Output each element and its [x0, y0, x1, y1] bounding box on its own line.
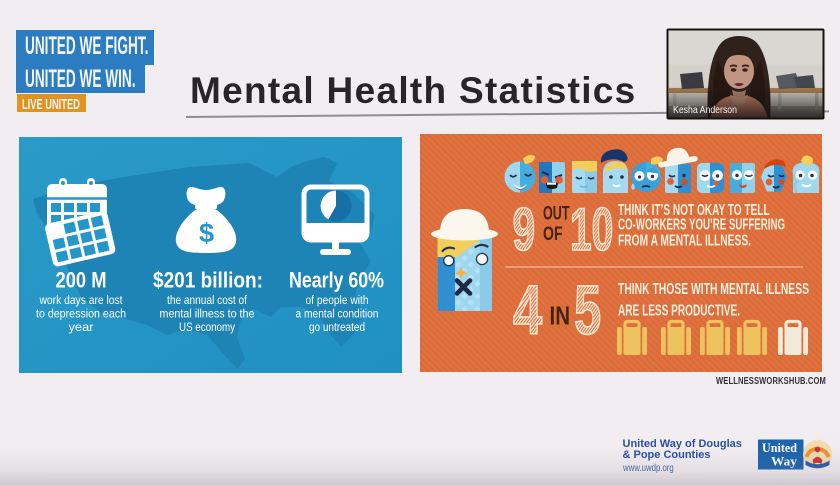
svg-text:10: 10	[570, 195, 613, 263]
svg-text:Way: Way	[771, 454, 797, 469]
svg-text:5: 5	[574, 270, 601, 349]
svg-text:mental illness to the: mental illness to the	[160, 307, 255, 321]
svg-text:OF: OF	[543, 224, 563, 245]
svg-text:CO-WORKERS YOU’RE SUFFERING: CO-WORKERS YOU’RE SUFFERING	[618, 217, 785, 234]
svg-text:FROM A MENTAL ILLNESS.: FROM A MENTAL ILLNESS.	[618, 233, 751, 250]
svg-text:United: United	[762, 440, 798, 455]
svg-text:Nearly 60%: Nearly 60%	[289, 268, 384, 293]
svg-text:year: year	[69, 320, 94, 334]
svg-text:200 M: 200 M	[56, 268, 107, 293]
svg-text:go untreated: go untreated	[309, 320, 365, 334]
svg-text:a mental condition: a mental condition	[296, 307, 379, 321]
svg-text:IN: IN	[550, 301, 571, 331]
svg-text:US economy: US economy	[179, 320, 236, 334]
svg-text:9: 9	[513, 196, 536, 263]
svg-text:THINK IT’S NOT OKAY TO TELL: THINK IT’S NOT OKAY TO TELL	[618, 202, 770, 219]
svg-text:work days are lost: work days are lost	[39, 293, 123, 307]
svg-text:THINK THOSE WITH MENTAL ILLNES: THINK THOSE WITH MENTAL ILLNESS	[618, 281, 809, 298]
svg-text:of people with: of people with	[306, 293, 369, 307]
svg-text:$201 billion:: $201 billion:	[153, 268, 263, 293]
svg-text:$: $	[199, 218, 214, 248]
svg-text:ARE LESS PRODUCTIVE.: ARE LESS PRODUCTIVE.	[618, 303, 740, 320]
svg-text:to depression each: to depression each	[36, 307, 126, 321]
svg-text:OUT: OUT	[543, 204, 570, 225]
svg-text:4: 4	[513, 272, 543, 350]
svg-text:Kesha Anderson: Kesha Anderson	[673, 105, 737, 116]
svg-text:the annual cost of: the annual cost of	[167, 293, 247, 307]
